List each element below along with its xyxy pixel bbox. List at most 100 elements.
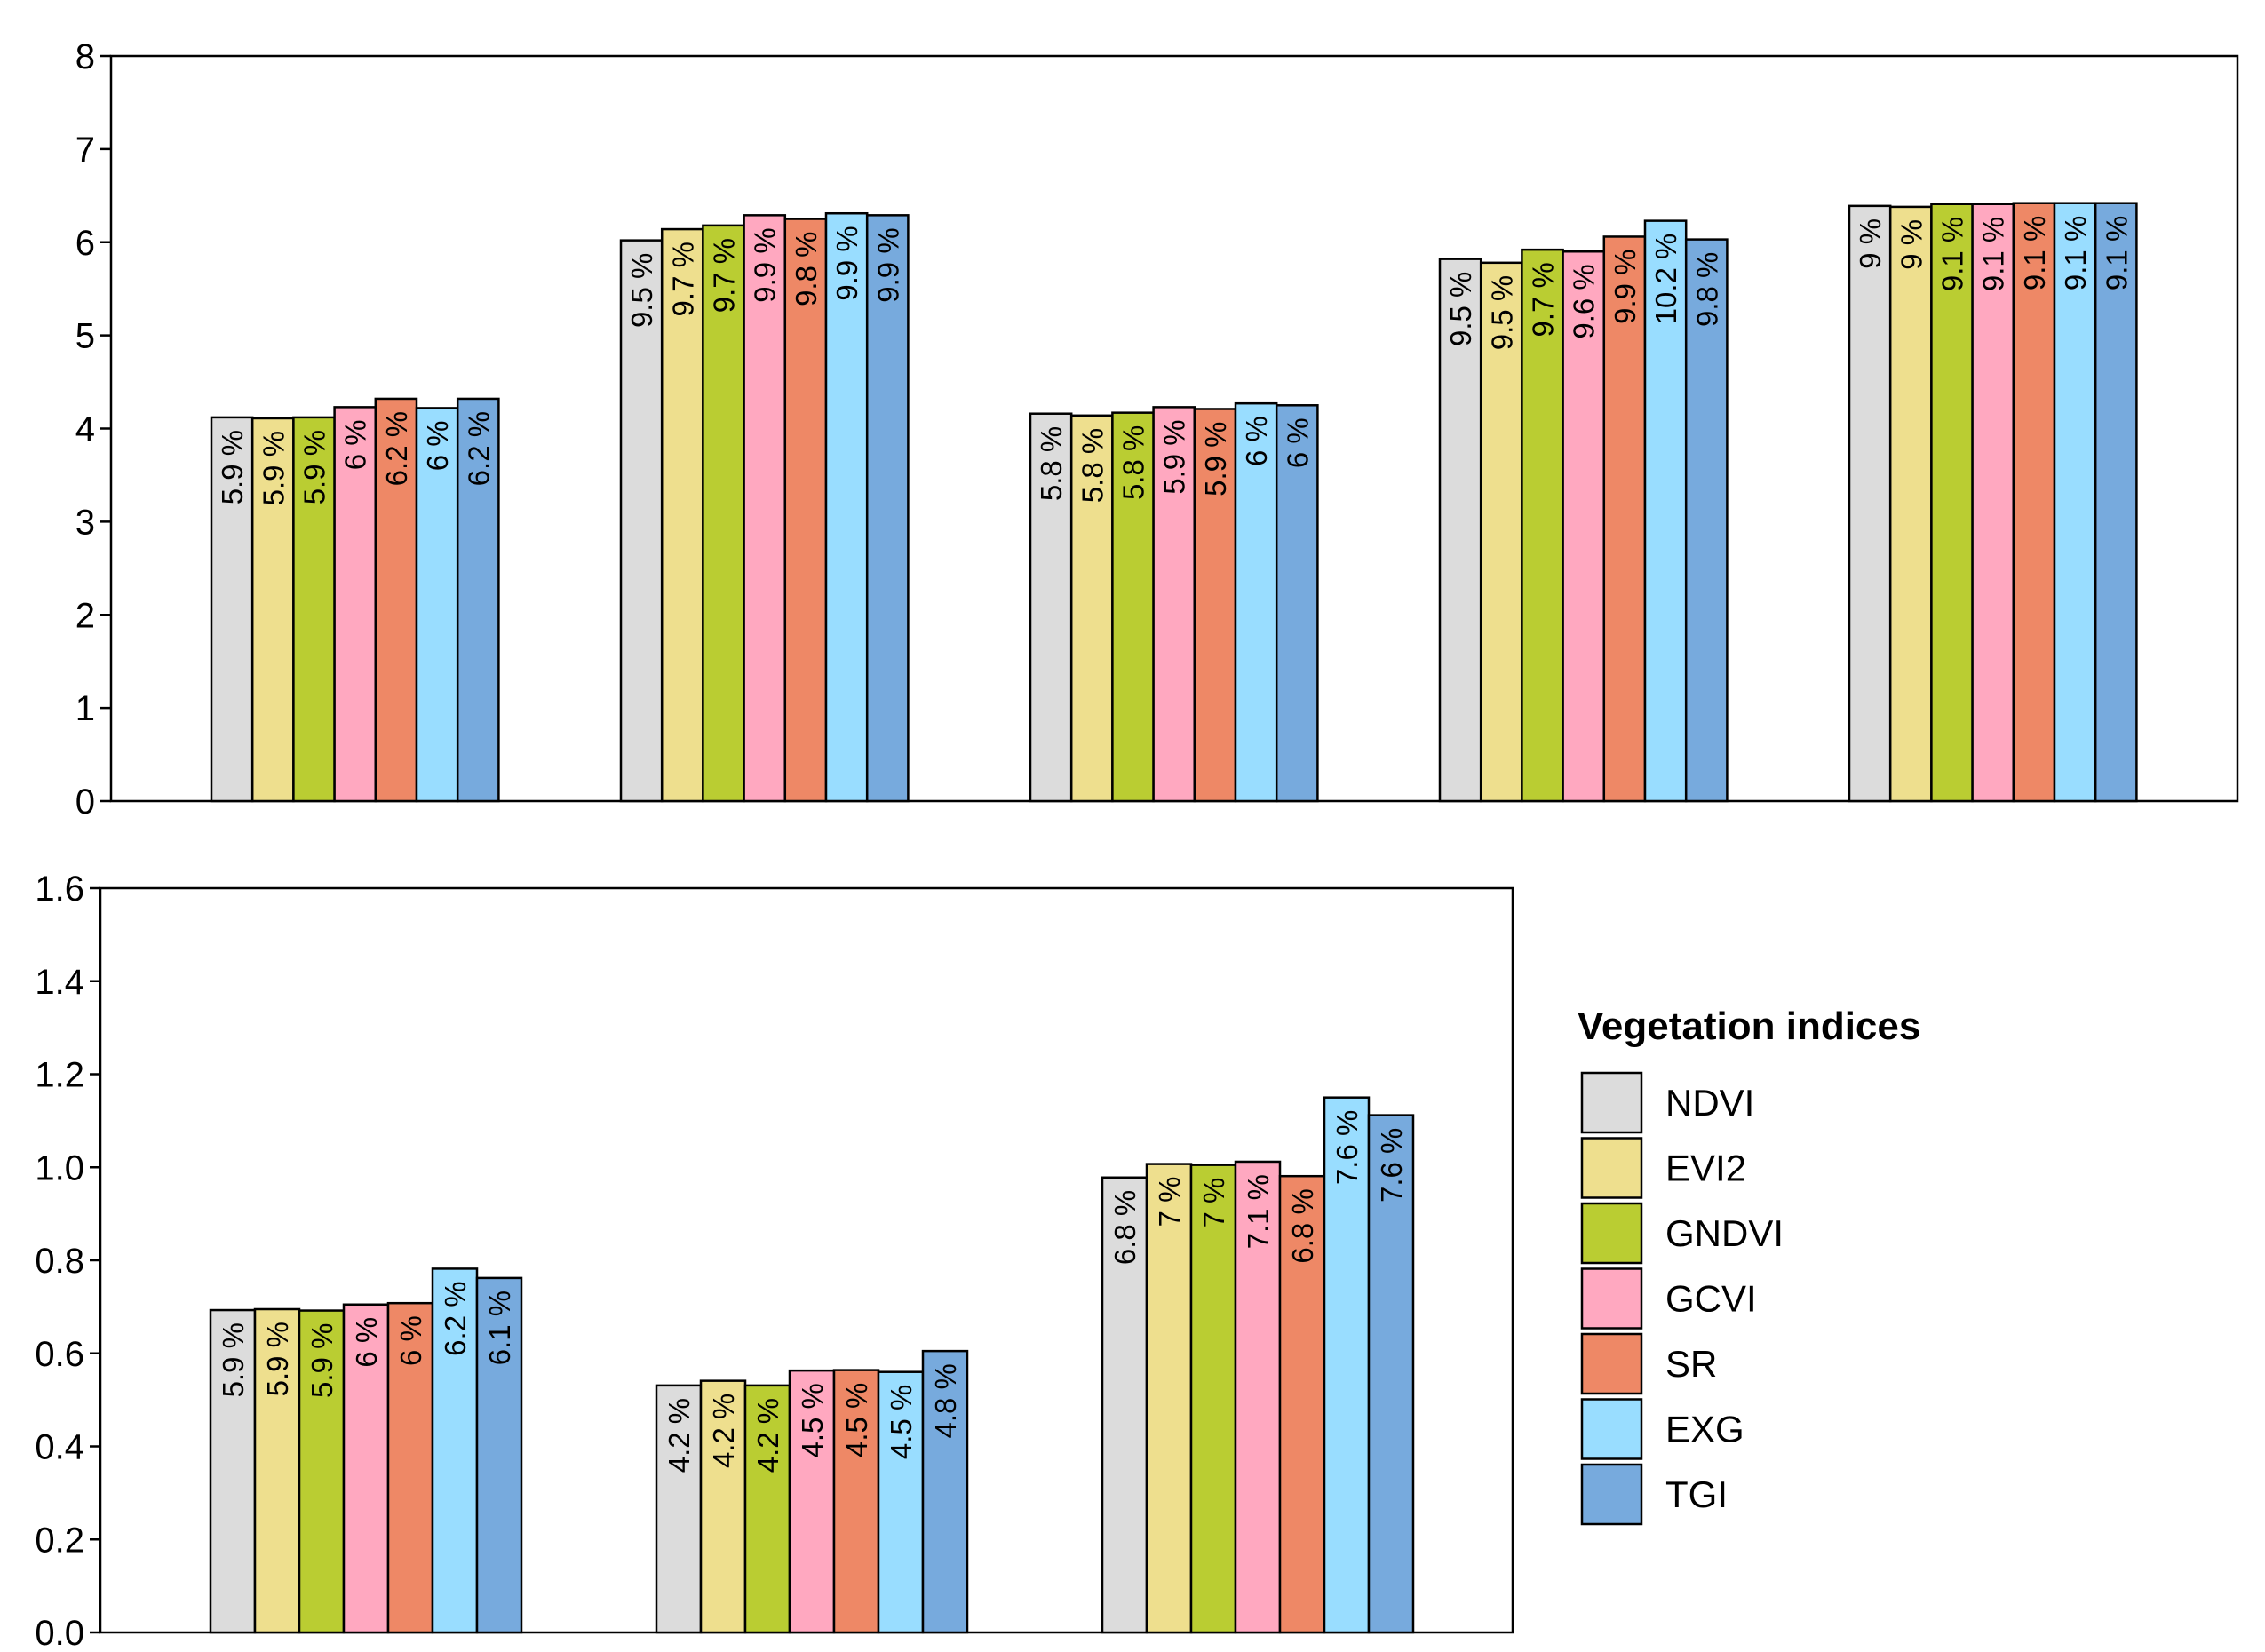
legend-title: Vegetation indices [1578, 1005, 1920, 1048]
bottom-bar-tgi [921, 1349, 969, 1634]
bottom-bar-data-label: 5.9 % [261, 1322, 294, 1396]
top-bar-ndvi [1848, 204, 1892, 803]
top-bar-data-label: 9.1 % [1977, 217, 2010, 291]
bottom-bar-data-label: 6.8 % [1109, 1190, 1141, 1265]
legend-swatch-tgi [1580, 1463, 1643, 1526]
bottom-y-tick-label: 0.4 [35, 1428, 84, 1467]
top-bar-data-label: 10.2 % [1649, 234, 1682, 325]
top-bar-data-label: 9.8 % [1690, 252, 1723, 327]
top-bar-data-label: 5.9 % [298, 430, 331, 504]
top-bar-data-label: 9.9 % [1609, 249, 1641, 323]
legend-swatch-gndvi [1580, 1202, 1643, 1265]
top-bar-data-label: 9 % [1854, 218, 1887, 269]
top-bar-evi2 [660, 227, 704, 803]
top-bar-data-label: 6 % [1240, 416, 1273, 466]
bottom-y-tick-label: 0.8 [35, 1242, 84, 1281]
top-y-tick-label: 1 [76, 689, 95, 728]
bottom-y-tick-label: 1.6 [35, 870, 84, 909]
top-bar-data-label: 9.9 % [871, 227, 904, 302]
top-bar-exg [415, 407, 459, 803]
top-bar-sr [2012, 202, 2056, 803]
bottom-bar-data-label: 7 % [1197, 1178, 1230, 1228]
top-bar-gndvi [292, 416, 336, 803]
legend-swatch-exg [1580, 1398, 1643, 1460]
top-bar-data-label: 9.7 % [708, 238, 741, 313]
top-bar-data-label: 5.8 % [1035, 426, 1068, 501]
bottom-bar-data-label: 4.2 % [663, 1398, 695, 1473]
top-y-tick-label: 7 [76, 131, 95, 170]
bottom-bar-exg [431, 1267, 479, 1634]
top-bar-data-label: 6.2 % [380, 411, 413, 486]
bottom-y-tick-label: 0.6 [35, 1335, 84, 1374]
top-bar-data-label: 5.8 % [1117, 425, 1150, 500]
bottom-bar-data-label: 7.1 % [1242, 1174, 1275, 1249]
top-bar-tgi [2094, 202, 2138, 803]
top-bar-data-label: 9.9 % [749, 227, 782, 302]
legend-label-exg: EXG [1665, 1409, 1744, 1450]
top-bar-data-label: 9.1 % [2018, 216, 2051, 290]
top-bar-data-label: 9.5 % [625, 253, 658, 328]
top-bar-data-label: 9.7 % [1527, 262, 1560, 337]
bottom-bar-gndvi [298, 1309, 346, 1634]
legend-label-evi2: EVI2 [1665, 1148, 1746, 1189]
top-bar-exg [2053, 202, 2097, 803]
top-bar-sr [783, 218, 828, 803]
top-bar-sr [1602, 235, 1647, 803]
legend-swatch-ndvi [1580, 1071, 1643, 1134]
legend-label-tgi: TGI [1665, 1473, 1728, 1515]
top-bar-gndvi [1111, 411, 1155, 803]
bottom-bar-sr [832, 1369, 880, 1634]
top-bar-exg [1643, 219, 1688, 803]
legend-swatch-sr [1580, 1332, 1643, 1395]
bottom-bar-data-label: 4.2 % [707, 1394, 740, 1468]
top-bar-ndvi [1438, 258, 1482, 803]
bottom-bar-evi2 [1145, 1163, 1193, 1634]
top-bar-data-label: 9.8 % [790, 232, 823, 306]
bottom-bar-gcvi [788, 1369, 836, 1634]
top-y-tick-label: 4 [76, 410, 95, 449]
top-bar-tgi [1684, 238, 1729, 803]
bottom-bar-data-label: 6.2 % [439, 1281, 472, 1355]
bottom-y-tick-label: 1.4 [35, 963, 84, 1002]
bottom-bar-data-label: 4.2 % [751, 1398, 784, 1473]
top-bar-gndvi [1930, 203, 1974, 803]
top-bar-data-label: 5.9 % [1158, 419, 1191, 494]
bottom-bar-evi2 [253, 1307, 301, 1634]
bottom-y-tick-label: 0.0 [35, 1614, 84, 1652]
top-bar-data-label: 9.5 % [1485, 275, 1518, 350]
top-y-tick-label: 6 [76, 224, 95, 263]
top-bar-data-label: 5.9 % [216, 430, 249, 504]
top-bar-data-label: 9.5 % [1444, 272, 1477, 346]
bottom-bar-data-label: 4.5 % [840, 1383, 873, 1457]
bottom-bar-chart-panel: 0.0 0.2 0.4 0.6 0.8 1.0 1.2 1.4 1.6 5.9 % 5.9 % 5.9… [35, 870, 1514, 1652]
top-bar-exg [824, 211, 869, 803]
top-bar-tgi [456, 397, 500, 803]
bottom-bar-data-label: 7 % [1153, 1177, 1186, 1227]
top-bar-gcvi [1562, 250, 1606, 803]
top-bar-data-label: 9.1 % [2059, 216, 2092, 290]
top-bar-gcvi [333, 406, 378, 803]
bottom-bar-sr [386, 1301, 434, 1634]
legend-swatch-evi2 [1580, 1137, 1643, 1199]
top-y-tick-label: 2 [76, 596, 95, 635]
top-bar-data-label: 9.1 % [1936, 217, 1969, 291]
top-bar-data-label: 9.6 % [1568, 264, 1601, 338]
bottom-bar-data-label: 4.8 % [929, 1363, 962, 1438]
legend-label-gcvi: GCVI [1665, 1278, 1757, 1320]
bottom-bar-tgi [475, 1276, 523, 1634]
top-y-tick-label: 0 [76, 782, 95, 822]
bottom-y-tick-label: 1.0 [35, 1148, 84, 1187]
bottom-bar-ndvi [1101, 1176, 1148, 1634]
bottom-y-tick-label: 1.2 [35, 1056, 84, 1095]
top-bar-data-label: 9.9 % [830, 226, 863, 300]
bottom-bar-data-label: 5.9 % [306, 1323, 338, 1398]
top-bar-data-label: 9.1 % [2100, 216, 2133, 290]
top-bar-gcvi [1971, 203, 2015, 803]
legend-label-ndvi: NDVI [1665, 1082, 1754, 1124]
top-bar-gndvi [702, 224, 745, 803]
top-bar-data-label: 6 % [339, 419, 372, 470]
top-bar-data-label: 9 % [1895, 219, 1927, 270]
top-bar-tgi [1275, 404, 1319, 803]
top-bar-data-label: 6 % [1281, 417, 1314, 468]
